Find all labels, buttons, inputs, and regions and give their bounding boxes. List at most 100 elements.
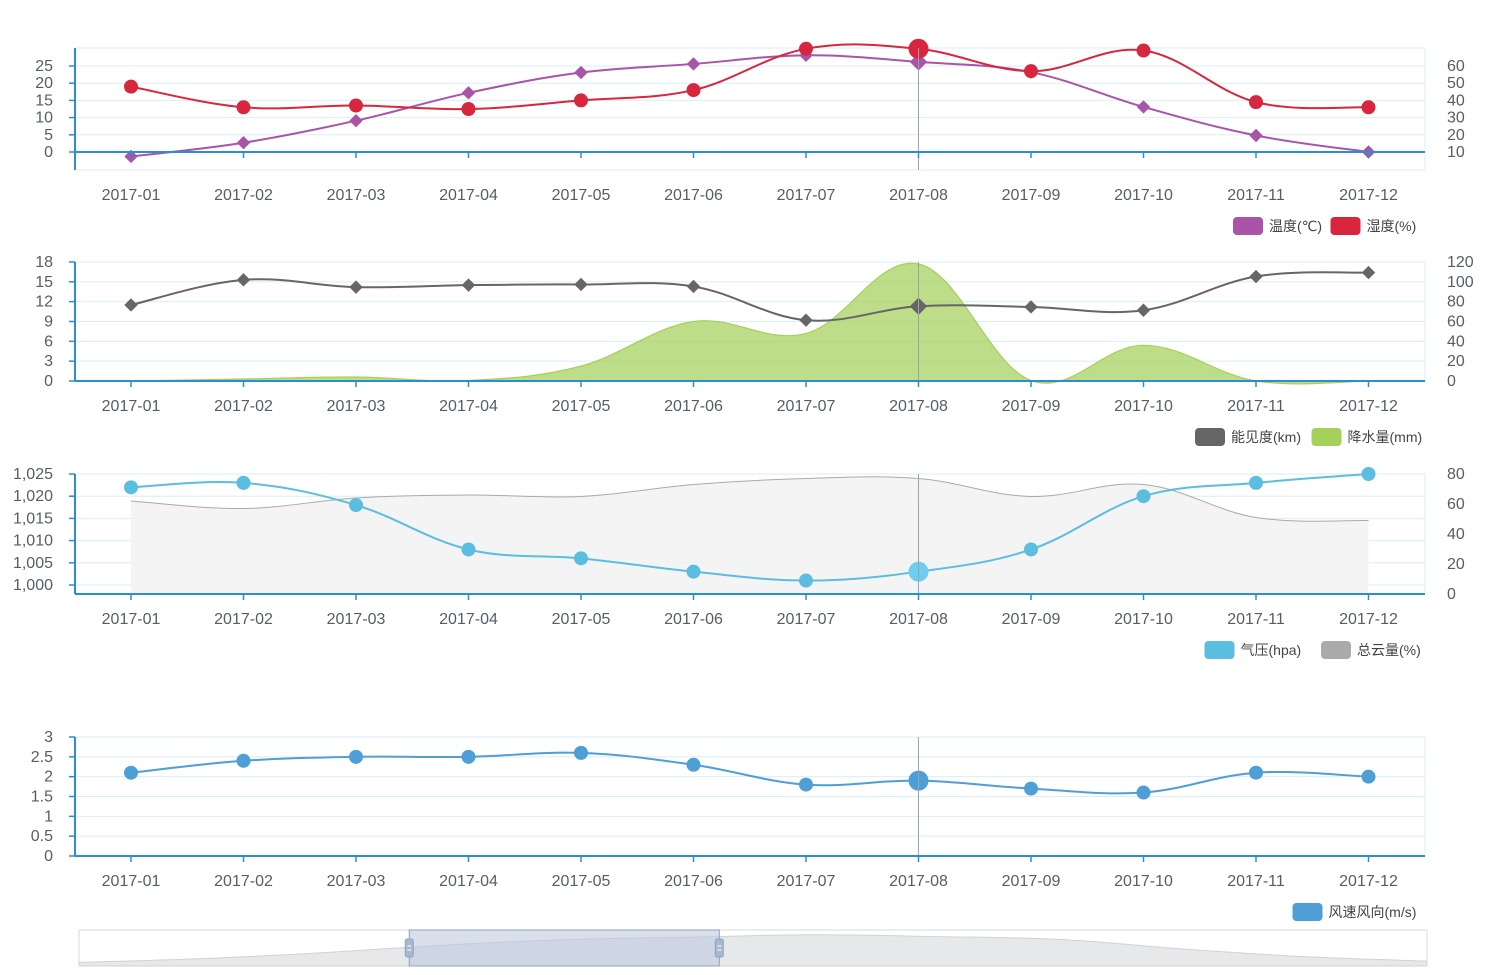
- handle-grip[interactable]: [714, 938, 724, 958]
- data-point[interactable]: [574, 745, 588, 760]
- data-point-diamond[interactable]: [124, 298, 138, 312]
- data-point-diamond[interactable]: [461, 278, 476, 292]
- data-point[interactable]: [799, 777, 813, 792]
- data-point[interactable]: [1136, 489, 1151, 504]
- data-point[interactable]: [1024, 781, 1038, 796]
- data-point[interactable]: [236, 475, 251, 490]
- y-right-tick-label: 0: [1447, 373, 1456, 390]
- y-right-tick-label: 10: [1447, 144, 1465, 161]
- data-point-diamond[interactable]: [686, 57, 701, 71]
- data-point[interactable]: [349, 749, 363, 764]
- data-point[interactable]: [236, 753, 251, 768]
- y-right-tick-label: 60: [1447, 58, 1465, 75]
- data-point[interactable]: [461, 749, 476, 764]
- x-tick-label: 2017-10: [1114, 187, 1173, 204]
- data-point[interactable]: [686, 757, 701, 772]
- data-point-diamond[interactable]: [1024, 300, 1038, 314]
- data-point-diamond[interactable]: [1136, 100, 1151, 114]
- legend-swatch: [1292, 903, 1323, 921]
- data-point-diamond[interactable]: [349, 280, 363, 294]
- data-point-diamond[interactable]: [236, 136, 251, 150]
- x-tick-label: 2017-11: [1227, 873, 1285, 890]
- data-point-diamond[interactable]: [236, 273, 251, 287]
- legend-item[interactable]: 气压(hpa): [1204, 641, 1302, 659]
- x-tick-label: 2017-02: [214, 187, 273, 204]
- x-tick-label: 2017-07: [777, 873, 836, 890]
- y-right-tick-label: 40: [1447, 333, 1465, 350]
- zoom-handle-start[interactable]: [404, 938, 414, 958]
- handle-grip[interactable]: [404, 938, 414, 958]
- data-point[interactable]: [349, 498, 363, 513]
- x-tick-label: 2017-11: [1227, 611, 1285, 628]
- data-point-diamond[interactable]: [799, 313, 813, 327]
- legend-item[interactable]: 温度(℃): [1233, 217, 1322, 235]
- x-tick-label: 2017-10: [1114, 611, 1173, 628]
- data-point-diamond[interactable]: [461, 86, 476, 100]
- y-left-tick-label: 18: [35, 254, 53, 271]
- data-point[interactable]: [1249, 95, 1263, 110]
- y-left-tick-label: 15: [35, 274, 53, 291]
- zoom-selected-range[interactable]: [408, 929, 720, 967]
- data-point[interactable]: [686, 564, 701, 579]
- data-point[interactable]: [799, 573, 813, 588]
- data-point[interactable]: [574, 551, 588, 566]
- x-tick-label: 2017-06: [664, 611, 723, 628]
- data-point[interactable]: [1024, 64, 1038, 79]
- data-point[interactable]: [1024, 542, 1038, 557]
- legend-item[interactable]: 能见度(km): [1195, 428, 1301, 446]
- data-point-diamond[interactable]: [1361, 265, 1376, 280]
- x-tick-label: 2017-08: [889, 873, 948, 890]
- y-left-tick-label: 0: [44, 144, 53, 161]
- legend: 总云量(%) 气压(hpa): [1204, 641, 1421, 659]
- data-point[interactable]: [1361, 769, 1376, 784]
- data-point[interactable]: [1136, 43, 1151, 58]
- x-tick-label: 2017-05: [552, 611, 611, 628]
- data-point[interactable]: [1361, 467, 1376, 481]
- y-right-tick-label: 40: [1447, 526, 1465, 543]
- y-left-tick-label: 10: [35, 110, 53, 127]
- data-point[interactable]: [1136, 785, 1151, 800]
- y-left-tick-label: 1,010: [13, 533, 53, 550]
- legend-swatch: [1195, 428, 1225, 446]
- data-point[interactable]: [574, 93, 588, 108]
- data-point[interactable]: [236, 100, 251, 115]
- y-right-tick-label: 20: [1447, 353, 1465, 370]
- y-left-tick-label: 1,020: [13, 488, 53, 505]
- data-point-diamond[interactable]: [349, 113, 363, 128]
- x-tick-label: 2017-10: [1114, 398, 1173, 415]
- data-point[interactable]: [461, 102, 476, 116]
- data-point[interactable]: [349, 98, 363, 113]
- data-point-diamond[interactable]: [686, 279, 701, 294]
- data-point-diamond[interactable]: [1249, 128, 1263, 143]
- data-point-diamond[interactable]: [1136, 303, 1151, 317]
- legend-item[interactable]: 总云量(%): [1321, 641, 1421, 659]
- data-point[interactable]: [124, 480, 138, 495]
- data-point[interactable]: [686, 83, 701, 98]
- data-point-diamond[interactable]: [574, 277, 588, 292]
- x-tick-label: 2017-04: [439, 187, 498, 204]
- data-point-diamond[interactable]: [574, 65, 588, 80]
- data-point[interactable]: [1249, 765, 1263, 780]
- data-zoom-slider[interactable]: [78, 929, 1428, 967]
- y-right-tick-label: 50: [1447, 75, 1465, 92]
- data-point[interactable]: [1361, 100, 1376, 115]
- legend-item[interactable]: 降水量(mm): [1311, 428, 1423, 446]
- data-point[interactable]: [799, 41, 813, 56]
- series-line: [130, 271, 1369, 322]
- data-point-diamond[interactable]: [1249, 269, 1263, 284]
- data-point[interactable]: [1249, 475, 1263, 490]
- zoom-handle-end[interactable]: [714, 938, 724, 958]
- data-point[interactable]: [124, 765, 138, 780]
- y-right-tick-label: 80: [1447, 466, 1465, 483]
- x-tick-label: 2017-07: [777, 187, 836, 204]
- y-right-tick-label: 100: [1447, 274, 1474, 291]
- series-group: [124, 745, 1376, 800]
- legend-item[interactable]: 湿度(%): [1330, 217, 1417, 235]
- legend-item[interactable]: 风速风向(m/s): [1292, 903, 1417, 921]
- y-left-tick-label: 9: [44, 314, 53, 331]
- x-tick-label: 2017-04: [439, 611, 498, 628]
- data-point[interactable]: [461, 542, 476, 557]
- data-point[interactable]: [124, 79, 138, 94]
- area-fill: [131, 476, 1369, 594]
- legend: 湿度(%) 温度(℃): [1233, 217, 1416, 235]
